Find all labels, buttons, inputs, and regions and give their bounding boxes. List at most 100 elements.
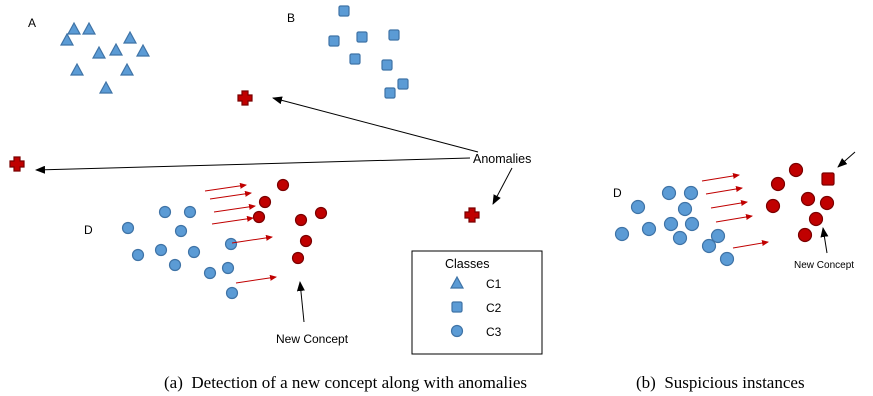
- novel-circle-icon: [258, 195, 272, 209]
- circle-icon: [663, 216, 679, 232]
- circle-icon: [672, 230, 688, 246]
- cluster-label-a: A: [28, 16, 36, 30]
- drift-arrows-b: [701, 172, 769, 249]
- arrow-to-anomaly-top: [272, 96, 479, 153]
- circle-icon: [121, 221, 135, 235]
- cluster-label-b: B: [287, 11, 295, 25]
- circle-icon: [614, 226, 630, 242]
- circle-icon: [684, 216, 700, 232]
- panel-a: A B: [9, 5, 543, 392]
- circle-icon: [641, 221, 657, 237]
- square-icon: [397, 78, 409, 90]
- drift-arrow: [204, 182, 247, 192]
- circle-icon: [683, 185, 699, 201]
- anomaly-points: [9, 90, 480, 223]
- square-icon: [381, 59, 393, 71]
- drift-arrow: [231, 234, 273, 244]
- novel-circle-icon: [797, 227, 813, 243]
- triangle-icon: [119, 62, 135, 76]
- circle-icon: [450, 324, 464, 338]
- circle-icon: [701, 238, 717, 254]
- cluster-label-d: D: [84, 223, 93, 237]
- triangle-icon: [122, 30, 138, 44]
- cross-icon: [237, 90, 253, 106]
- circle-icon: [677, 201, 693, 217]
- anomalies-label: Anomalies: [473, 152, 531, 166]
- caption-a: (a) Detection of a new concept along wit…: [164, 373, 527, 392]
- novel-circle-icon: [808, 211, 824, 227]
- triangle-icon: [135, 43, 151, 57]
- square-icon: [328, 35, 340, 47]
- cluster-d-circles: [121, 205, 239, 300]
- drift-arrows-a: [204, 182, 277, 284]
- new-concept-circles-a: [252, 178, 328, 265]
- circle-icon: [203, 266, 217, 280]
- suspicious-square-icon: [821, 172, 835, 186]
- new-concept-pointer-arrow-b: [820, 227, 829, 254]
- novel-circle-icon: [299, 234, 313, 248]
- new-concept-label-b: New Concept: [794, 260, 854, 271]
- circle-icon: [187, 245, 201, 259]
- circle-icon: [131, 248, 145, 262]
- circle-icon: [168, 258, 182, 272]
- triangle-icon: [449, 275, 465, 289]
- circle-icon: [183, 205, 197, 219]
- cluster-a-triangles: [59, 21, 151, 94]
- square-icon: [349, 53, 361, 65]
- novel-circle-icon: [294, 213, 308, 227]
- drift-arrow: [705, 186, 743, 195]
- new-concept-circles-b: [765, 162, 835, 243]
- circle-icon: [154, 243, 168, 257]
- circle-icon: [158, 205, 172, 219]
- panel-b: D: [613, 151, 856, 392]
- suspicious-pointer-arrow: [837, 151, 856, 168]
- circle-icon: [710, 228, 726, 244]
- circle-icon: [174, 224, 188, 238]
- legend-label-c2: C2: [486, 301, 502, 315]
- legend-title: Classes: [445, 257, 489, 271]
- drift-arrow: [235, 274, 277, 284]
- circle-icon: [630, 199, 646, 215]
- drift-arrow: [710, 200, 748, 209]
- triangle-icon: [81, 21, 97, 35]
- drift-arrow: [211, 215, 254, 225]
- circle-icon: [224, 237, 238, 251]
- legend-box: [411, 250, 543, 355]
- novel-circle-icon: [819, 195, 835, 211]
- cluster-d-circles-b: [614, 185, 735, 267]
- circle-icon: [221, 261, 235, 275]
- drift-arrow: [213, 203, 256, 213]
- arrow-to-anomaly-left: [35, 157, 471, 174]
- square-icon: [451, 301, 463, 313]
- novel-circle-icon: [788, 162, 804, 178]
- cross-icon: [464, 207, 480, 223]
- triangle-icon: [66, 21, 82, 35]
- drift-arrow: [732, 240, 769, 249]
- cluster-label-d-b: D: [613, 186, 622, 200]
- circle-icon: [661, 185, 677, 201]
- legend: Classes C1 C2 C3: [411, 250, 543, 355]
- drift-arrow: [701, 172, 740, 182]
- square-icon: [384, 87, 396, 99]
- new-concept-pointer-arrow: [296, 281, 305, 323]
- square-icon: [338, 5, 350, 17]
- novel-circle-icon: [252, 210, 266, 224]
- triangle-icon: [108, 42, 124, 56]
- novel-circle-icon: [770, 176, 786, 192]
- arrow-to-anomaly-right: [492, 167, 513, 205]
- novel-circle-icon: [314, 206, 328, 220]
- triangle-icon: [59, 32, 75, 46]
- triangle-icon: [98, 80, 114, 94]
- anomaly-pointer-arrows: [35, 96, 513, 205]
- novel-circle-icon: [291, 251, 305, 265]
- square-icon: [388, 29, 400, 41]
- novel-circle-icon: [800, 191, 816, 207]
- novel-circle-icon: [765, 198, 781, 214]
- circle-icon: [225, 286, 239, 300]
- caption-b: (b) Suspicious instances: [636, 373, 805, 392]
- triangle-icon: [91, 45, 107, 59]
- cluster-b-squares: [328, 5, 409, 99]
- circle-icon: [719, 251, 735, 267]
- novel-circle-icon: [276, 178, 290, 192]
